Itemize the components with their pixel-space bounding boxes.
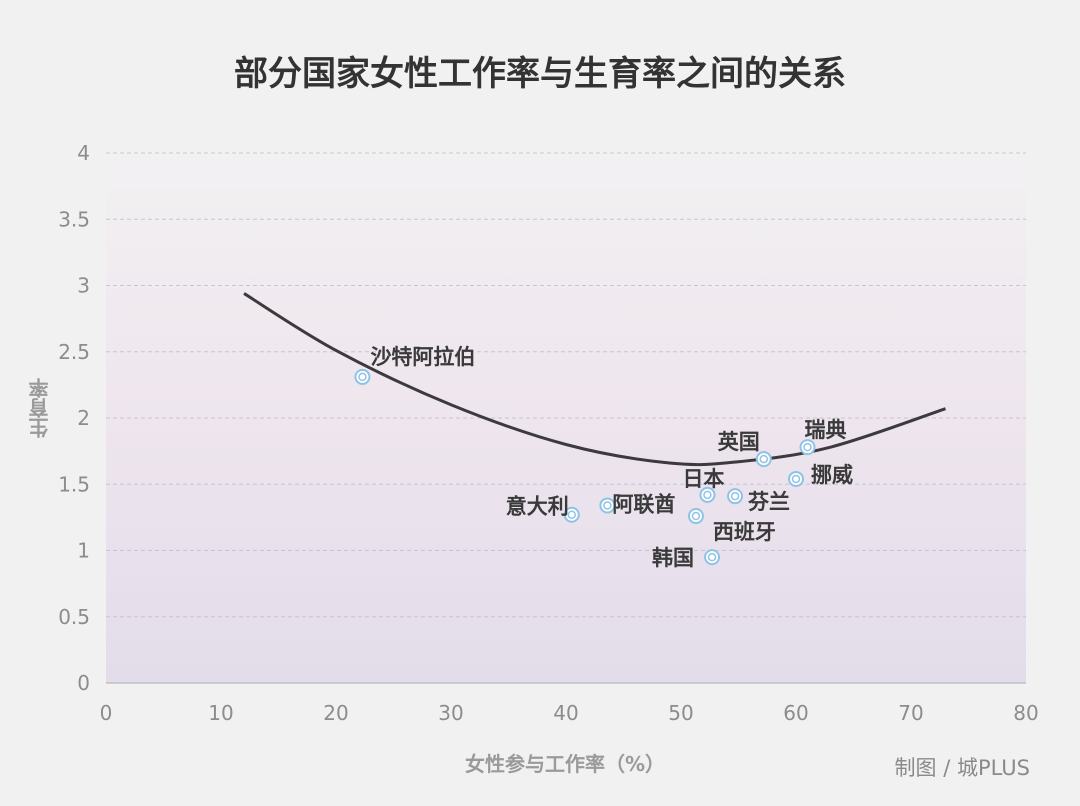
point-label: 英国 [718, 430, 760, 454]
x-tick-label: 20 [323, 701, 348, 725]
x-tick-labels: 0 10 20 30 40 50 60 70 80 [100, 701, 1039, 725]
y-tick-label: 3 [77, 274, 90, 298]
data-point: 芬兰 [727, 488, 790, 514]
point-marker [563, 506, 580, 523]
y-tick-label: 1.5 [58, 472, 90, 496]
y-tick-label: 0 [77, 671, 90, 695]
point-marker-inner [691, 511, 701, 521]
point-label: 日本 [682, 467, 724, 491]
data-point: 瑞典 [799, 418, 847, 456]
point-marker-inner [730, 491, 740, 501]
x-tick-label: 0 [100, 701, 113, 725]
credit-text: 制图 / 城PLUS [894, 756, 1030, 780]
x-tick-label: 70 [898, 701, 923, 725]
y-tick-label: 2.5 [58, 340, 90, 364]
point-label: 挪威 [811, 463, 853, 487]
point-label: 沙特阿拉伯 [370, 345, 475, 369]
x-tick-label: 50 [668, 701, 693, 725]
point-marker-inner [603, 501, 612, 510]
data-point: 阿联酋 [599, 492, 675, 516]
point-label: 意大利 [506, 495, 569, 519]
point-marker-inner [759, 454, 769, 464]
point-marker-inner [707, 552, 717, 562]
point-marker-inner [567, 510, 576, 519]
x-axis-label: 女性参与工作率（%） [464, 752, 666, 776]
y-tick-label: 2 [77, 406, 90, 430]
point-marker [599, 497, 616, 514]
plot-background [106, 153, 1026, 683]
y-tick-labels: 0 0.5 1 1.5 2 2.5 3 3.5 4 [58, 141, 90, 695]
chart-title: 部分国家女性工作率与生育率之间的关系 [234, 54, 846, 94]
x-tick-label: 80 [1013, 701, 1038, 725]
data-point: 意大利 [506, 495, 580, 523]
point-label: 西班牙 [713, 520, 776, 544]
point-label: 瑞典 [805, 418, 847, 442]
point-label: 韩国 [652, 546, 694, 570]
point-marker [727, 488, 744, 505]
x-tick-label: 10 [208, 701, 233, 725]
point-marker-inner [703, 490, 712, 500]
data-point: 日本 [682, 467, 724, 503]
point-label: 阿联酋 [612, 492, 675, 516]
point-marker [354, 368, 371, 385]
point-marker [799, 439, 816, 456]
gridlines [106, 152, 1026, 618]
y-tick-label: 3.5 [58, 207, 90, 231]
y-tick-label: 4 [77, 141, 90, 165]
point-marker-inner [791, 474, 801, 484]
point-label: 芬兰 [748, 490, 790, 514]
point-marker [687, 508, 704, 525]
y-tick-label: 0.5 [58, 605, 90, 629]
data-point: 沙特阿拉伯 [354, 345, 475, 385]
x-tick-label: 40 [553, 701, 578, 725]
point-marker [755, 451, 772, 468]
trend-line [243, 292, 946, 467]
point-marker-inner [358, 372, 367, 382]
y-tick-label: 1 [77, 539, 90, 563]
point-marker-inner [803, 442, 812, 452]
point-marker [704, 549, 721, 566]
point-marker [699, 486, 716, 503]
point-marker [788, 470, 804, 487]
data-point: 英国 [718, 430, 772, 468]
x-tick-label: 30 [438, 701, 463, 725]
x-tick-label: 60 [783, 701, 808, 725]
data-point: 西班牙 [687, 508, 776, 544]
data-point: 挪威 [788, 463, 853, 487]
data-point: 韩国 [652, 546, 721, 570]
